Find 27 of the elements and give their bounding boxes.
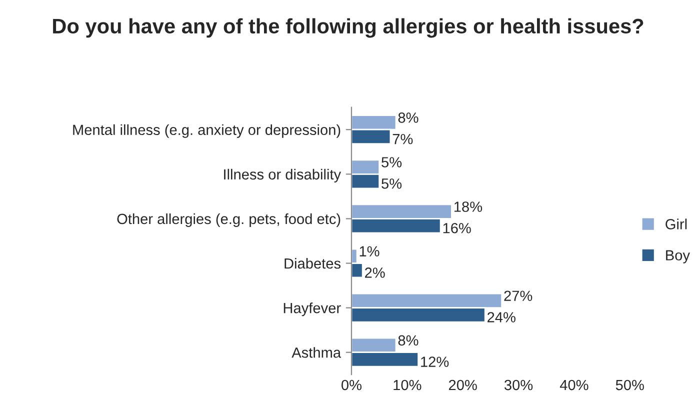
y-tick-label: Diabetes (284, 258, 341, 269)
data-label: 1% (360, 246, 380, 256)
y-tick-label: Mental illness (e.g. anxiety or depression) (73, 124, 340, 138)
data-label: 16% (443, 222, 471, 234)
y-tick-label: Other allergies (e.g. pets, food etc) (117, 213, 340, 228)
data-label: 7% (392, 134, 413, 144)
data-label: 24% (488, 312, 516, 322)
chart-title: Do you have any of the following allergies or health issues? (53, 18, 644, 38)
x-tick-label: 40% (560, 380, 588, 390)
data-label: 27% (504, 290, 532, 301)
y-tick-label: Hayfever (284, 302, 341, 316)
data-label: 2% (365, 268, 385, 278)
data-label: 5% (382, 157, 402, 168)
y-tick-label: Illness or disability (224, 168, 342, 182)
x-tick-label: 50% (616, 380, 644, 390)
data-label: 5% (382, 178, 402, 189)
data-label: 12% (421, 356, 449, 367)
legend-label: Girl (666, 218, 687, 230)
x-tick-label: 0% (342, 380, 362, 390)
data-label: 18% (454, 202, 482, 212)
x-tick-label: 20% (448, 380, 477, 390)
x-tick-label: 30% (504, 380, 533, 390)
data-label: 8% (398, 112, 418, 123)
y-tick-label: Asthma (292, 347, 342, 358)
x-tick-label: 10% (394, 380, 422, 390)
legend-label: Boy (666, 250, 690, 264)
data-label: 8% (398, 335, 418, 346)
